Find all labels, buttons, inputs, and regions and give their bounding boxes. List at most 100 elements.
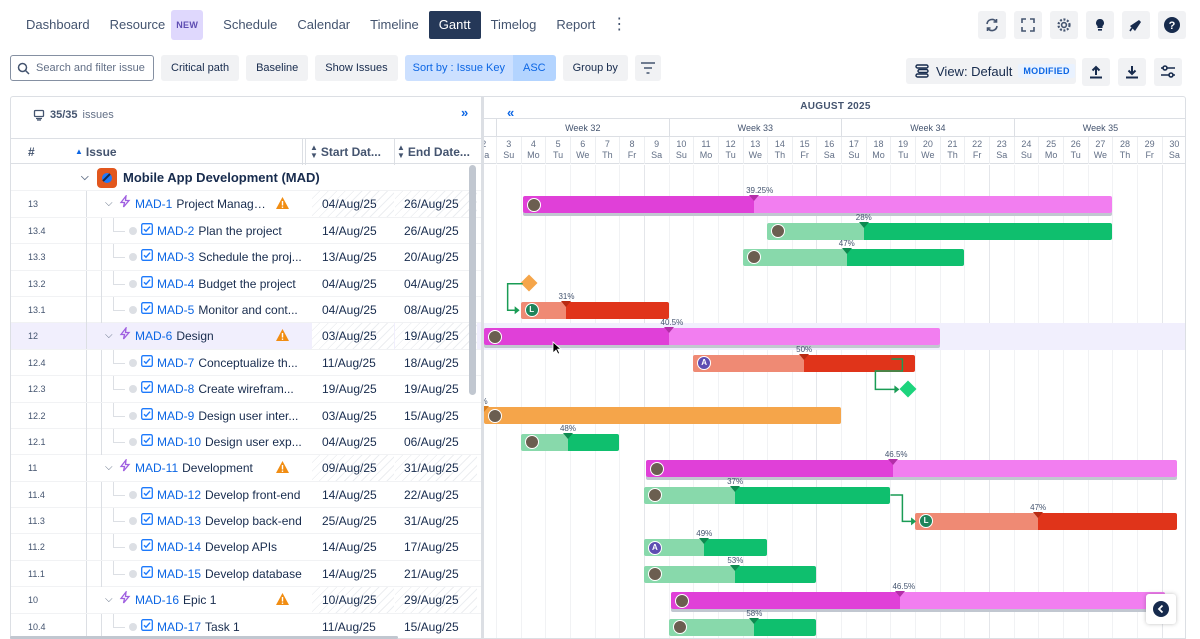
start-date-cell[interactable]: 04/Aug/25 [312,271,394,297]
table-row[interactable]: 12.4 MAD-7 Conceptualize th... 11/Aug/25 18/… [11,349,481,377]
pane-splitter[interactable] [481,97,484,638]
table-row[interactable]: 12.2 MAD-9 Design user inter... 03/Aug/25 15… [11,402,481,429]
warning-icon[interactable] [275,328,290,345]
issue-summary[interactable]: Design user inter... [198,408,299,423]
issue-key-link[interactable]: MAD-16 [135,593,180,608]
issue-summary[interactable]: Design user exp... [205,434,302,449]
avatar[interactable] [488,329,502,344]
task-bar[interactable] [643,565,817,583]
chevron-down-icon[interactable]: ⌵ [105,330,113,342]
upload-icon[interactable] [1082,58,1110,86]
project-row[interactable]: ⌵ Mobile App Development (MAD) [11,165,481,192]
issue-key-link[interactable]: MAD-7 [157,355,195,370]
announcement-icon[interactable] [1122,11,1150,39]
avatar[interactable] [746,250,761,265]
issue-key-link[interactable]: MAD-3 [157,250,195,265]
table-row[interactable]: 12.3 MAD-8 Create wirefram... 19/Aug/25 19/A… [11,376,481,403]
start-date-cell[interactable]: 14/Aug/25 [312,482,394,508]
start-date-cell[interactable]: 19/Aug/25 [312,376,394,402]
fullscreen-icon[interactable] [1014,11,1042,39]
avatar-l[interactable]: L [919,514,934,529]
avatar-l[interactable]: L [524,303,539,318]
critical-path-button[interactable]: Critical path [161,55,240,81]
tab-timelog[interactable]: Timelog [481,11,547,39]
start-date-cell[interactable]: 14/Aug/25 [312,561,394,587]
col-start-header[interactable]: ▲ ▼ Start Dat... [310,139,392,165]
search-box[interactable] [10,55,154,81]
expand-list-icon[interactable]: « [507,105,515,120]
chevron-down-icon[interactable]: ⌵ [105,594,113,606]
avatar-a[interactable]: A [647,540,662,555]
start-date-cell[interactable]: 04/Aug/25 [312,297,394,323]
tab-gantt[interactable]: Gantt [428,11,481,39]
col-end-header[interactable]: ▲ ▼ End Date... [397,139,477,165]
table-row[interactable]: 11.1 MAD-15 Develop database 14/Aug/25 21/Au… [11,560,481,588]
start-date-cell[interactable]: 11/Aug/25 [312,614,394,638]
end-date-cell[interactable]: 20/Aug/25 [395,244,477,270]
table-row[interactable]: 11 ⌵ MAD-11 Development 09/Aug/25 31/Aug/25 [11,455,481,482]
epic-bar[interactable] [484,328,940,346]
issue-summary[interactable]: Plan the project [198,223,282,238]
start-date-cell[interactable]: 03/Aug/25 [312,323,394,350]
tab-schedule[interactable]: Schedule [213,11,287,39]
issue-key-link[interactable]: MAD-14 [157,540,202,555]
issue-summary[interactable]: Epic 1 [183,593,217,608]
issue-key-link[interactable]: MAD-5 [157,302,195,317]
more-tabs-icon[interactable]: ⋮ [611,16,628,33]
start-date-cell[interactable]: 14/Aug/25 [312,534,394,560]
warning-icon[interactable] [275,460,290,477]
list-vertical-scrollbar[interactable] [469,165,476,395]
avatar[interactable] [647,488,662,502]
issue-key-link[interactable]: MAD-17 [157,619,202,634]
tab-calendar[interactable]: Calendar [287,11,360,39]
table-row[interactable]: 13 ⌵ MAD-1 Project Manage... 04/Aug/25 26/Aug… [11,191,481,218]
warning-icon[interactable] [275,196,290,213]
issue-summary[interactable]: Project Manage... [176,197,270,212]
issue-summary[interactable]: Develop database [205,566,302,581]
issue-key-link[interactable]: MAD-15 [157,566,202,581]
issue-summary[interactable]: Conceptualize th... [198,355,298,370]
col-num-header[interactable]: # [28,145,35,159]
table-row[interactable]: 12.1 MAD-10 Design user exp... 04/Aug/25 06/… [11,428,481,456]
avatar[interactable] [488,408,502,423]
issue-summary[interactable]: Design [176,329,214,344]
issue-key-link[interactable]: MAD-12 [157,487,202,502]
tab-dashboard[interactable]: Dashboard [16,11,100,39]
end-date-cell[interactable]: 08/Aug/25 [395,297,477,323]
epic-bar[interactable] [645,460,1177,478]
issue-key-link[interactable]: MAD-9 [157,408,195,423]
list-horizontal-scrollbar[interactable] [10,636,398,639]
issue-key-link[interactable]: MAD-13 [157,514,202,529]
task-bar[interactable] [668,618,817,636]
issue-summary[interactable]: Develop APIs [205,540,278,555]
issue-summary[interactable]: Monitor and cont... [198,302,298,317]
tab-resource[interactable]: Resource NEW [100,10,214,40]
scroll-to-task-button[interactable] [1146,594,1176,624]
chevron-down-icon[interactable]: ⌵ [105,462,113,474]
issue-key-link[interactable]: MAD-11 [135,461,179,476]
avatar[interactable] [672,620,687,634]
end-date-cell[interactable]: 18/Aug/25 [395,350,477,376]
end-date-cell[interactable]: 31/Aug/25 [395,508,477,534]
group-by-button[interactable]: Group by [562,55,628,81]
col-issue-header[interactable]: ▲ Issue [75,139,117,165]
tab-timeline[interactable]: Timeline [360,11,429,39]
end-date-cell[interactable]: 17/Aug/25 [395,534,477,560]
end-date-cell[interactable]: 22/Aug/25 [395,482,477,508]
download-icon[interactable] [1118,58,1146,86]
issue-key-link[interactable]: MAD-8 [157,382,195,397]
view-selector[interactable]: View: Default MODIFIED [906,58,1076,84]
issue-key-link[interactable]: MAD-1 [134,197,173,212]
issue-key-link[interactable]: MAD-4 [157,276,195,291]
avatar[interactable] [524,435,539,450]
issue-summary[interactable]: Development [182,461,253,476]
collapse-list-icon[interactable]: » [461,105,469,120]
start-date-cell[interactable]: 11/Aug/25 [312,350,394,376]
end-date-cell[interactable]: 15/Aug/25 [395,614,477,638]
task-bar[interactable] [742,248,965,266]
task-bar[interactable] [643,486,891,504]
end-date-cell[interactable]: 19/Aug/25 [395,376,477,402]
avatar[interactable] [771,224,786,238]
end-date-cell[interactable]: 26/Aug/25 [395,191,477,218]
warning-icon[interactable] [275,592,290,609]
